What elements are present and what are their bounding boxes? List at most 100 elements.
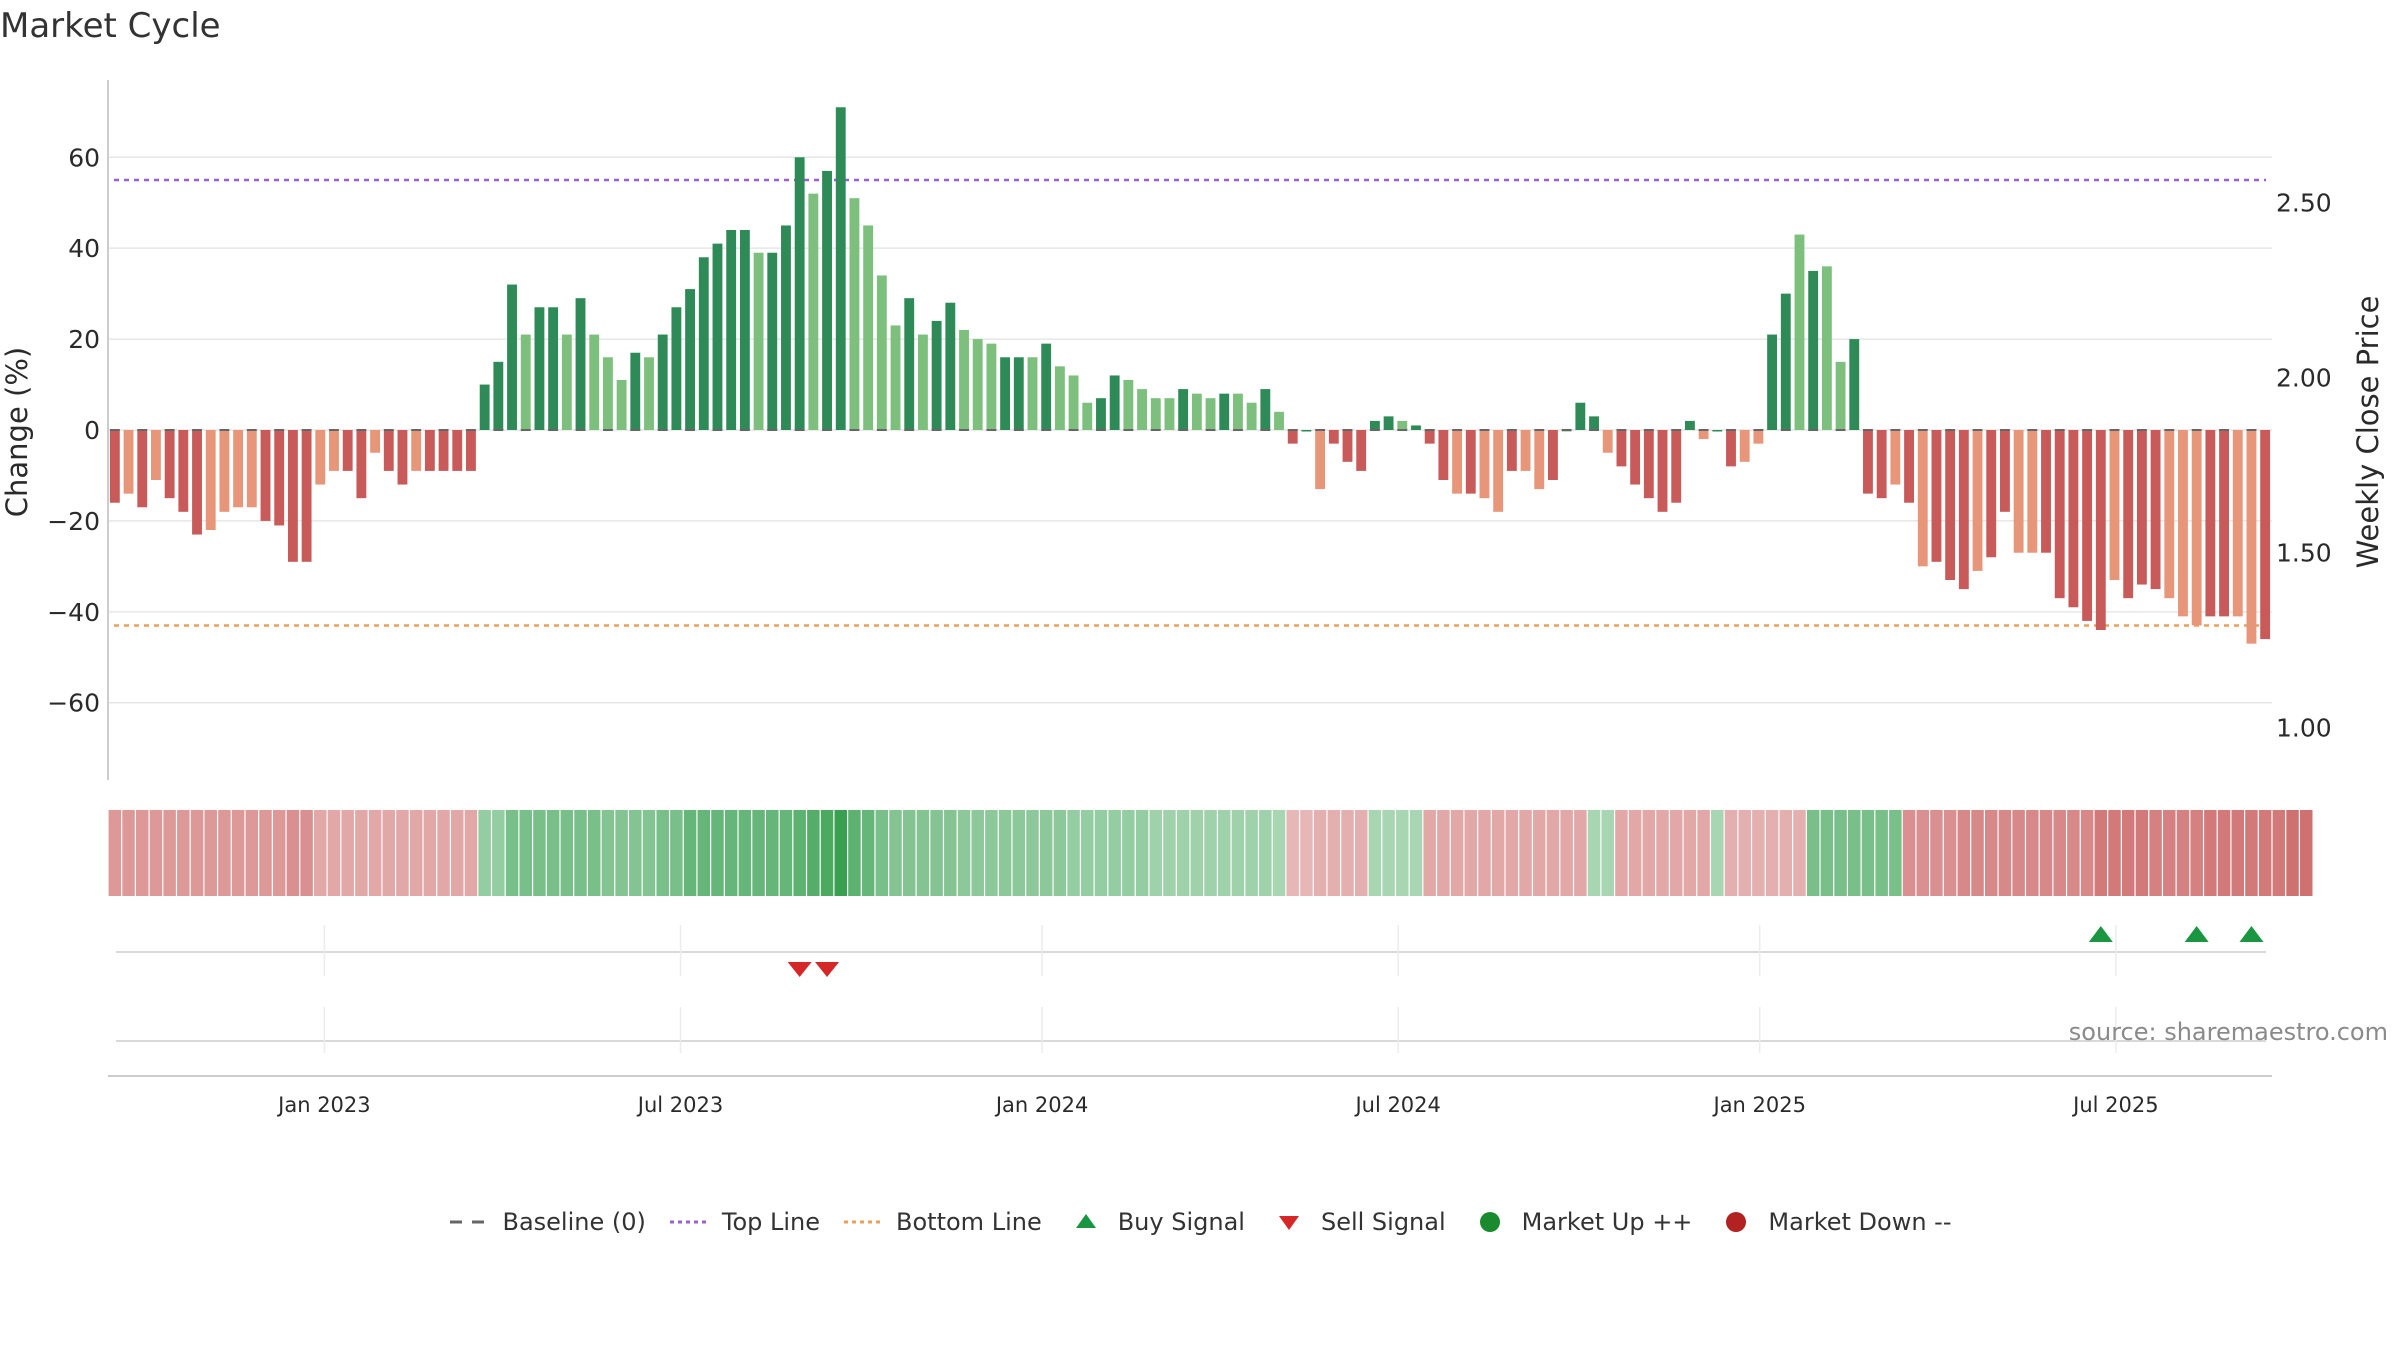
heat-cell (848, 810, 861, 896)
lower-panel (108, 1040, 2272, 1077)
heat-cell (1848, 810, 1861, 896)
bar (424, 430, 435, 471)
heat-cell (1943, 810, 1957, 896)
legend-symbol (844, 1220, 885, 1224)
heat-cell (1957, 810, 1971, 896)
heat-cell (834, 810, 847, 896)
bar (1917, 430, 1928, 567)
heat-cell (1697, 810, 1710, 896)
bar (849, 198, 860, 430)
heat-cell (697, 810, 711, 896)
heat-cell (409, 810, 423, 896)
bar (2136, 430, 2147, 585)
bar (520, 334, 531, 430)
x-tick-label: Jul 2025 (2071, 1093, 2158, 1117)
heat-cell (861, 810, 875, 896)
heat-cell (505, 810, 519, 896)
bar (1096, 398, 1106, 430)
heat-cell (108, 810, 122, 896)
bar (2109, 430, 2120, 580)
bar (602, 357, 613, 430)
heat-cell (1971, 810, 1984, 896)
buy-signal-marker (2184, 926, 2209, 942)
heat-cell (1574, 810, 1587, 896)
bar (1493, 430, 1504, 512)
heat-cell (1656, 810, 1669, 896)
bar (1041, 343, 1052, 430)
heat-cell (1094, 810, 1108, 896)
bar (438, 430, 449, 471)
legend-triangle-down (1278, 1216, 1299, 1230)
y2-tick-label: 2.00 (2276, 364, 2332, 393)
bar (2260, 430, 2271, 640)
buy-signal-marker (2239, 926, 2264, 942)
bar (1178, 389, 1189, 430)
bar (109, 430, 120, 503)
sell-signal-marker (815, 962, 840, 977)
bar (1999, 430, 2010, 512)
x-tick-label: Jul 2024 (1353, 1093, 1440, 1117)
heat-cell (2067, 810, 2080, 896)
bar (534, 307, 545, 430)
heat-cell (1711, 810, 1724, 896)
heat-cell (1916, 810, 1929, 896)
heat-cell (2231, 810, 2245, 896)
heat-cell (916, 810, 930, 896)
heat-cell (2245, 810, 2258, 896)
legend-label: Market Up ++ (1521, 1208, 1693, 1236)
bar (1150, 398, 1161, 430)
heat-cell (1382, 810, 1395, 896)
bar (726, 230, 737, 430)
heat-cell (1546, 810, 1560, 896)
bar (205, 430, 216, 530)
bar (1438, 430, 1449, 480)
bar (1205, 398, 1216, 430)
bar (1054, 366, 1065, 430)
bar (151, 430, 161, 480)
heat-cell (2299, 810, 2313, 896)
legend-item: Market Up ++ (1468, 1208, 1693, 1236)
heat-cell (2026, 810, 2039, 896)
heat-cell (1217, 810, 1231, 896)
bar (2013, 430, 2024, 553)
heat-cell (1012, 810, 1026, 896)
bar (479, 384, 490, 430)
bar (794, 157, 805, 431)
heat-cell (2286, 810, 2299, 896)
bar (835, 107, 846, 430)
bar (1972, 430, 1983, 571)
heat-cell (1984, 810, 1998, 896)
bar (1986, 430, 1997, 558)
heat-cell (1067, 810, 1080, 896)
x-tick-label: Jan 2024 (994, 1093, 1089, 1117)
bar (1411, 425, 1421, 430)
bar (397, 430, 408, 485)
bar (2150, 430, 2161, 590)
heat-cell (1628, 810, 1642, 896)
bar (2246, 430, 2257, 644)
heat-cell (1533, 810, 1546, 896)
bar (1246, 402, 1257, 430)
bar (1671, 430, 1682, 503)
heat-cell (889, 810, 902, 896)
heat-cell (478, 810, 491, 896)
bar (1137, 389, 1147, 430)
heat-cell (2039, 810, 2053, 896)
heat-cell (944, 810, 957, 896)
legend-item: Market Down -- (1714, 1208, 1952, 1236)
heat-cell (1875, 810, 1888, 896)
heat-cell (642, 810, 656, 896)
bar (1945, 430, 1956, 580)
heat-cell (1368, 810, 1382, 896)
heat-cell (587, 810, 601, 896)
y-axis-title: Change (%) (0, 347, 34, 517)
bar (1931, 430, 1942, 562)
heat-cell (1683, 810, 1697, 896)
heat-cell (985, 810, 998, 896)
bar (246, 430, 257, 508)
bar (1712, 430, 1723, 432)
legend-symbol (1278, 1216, 1299, 1230)
x-axis: Jan 2023 Jul 2023 Jan 2024 Jul 2024 Jan 2025… (276, 925, 2159, 1117)
heat-cell (2272, 810, 2286, 896)
